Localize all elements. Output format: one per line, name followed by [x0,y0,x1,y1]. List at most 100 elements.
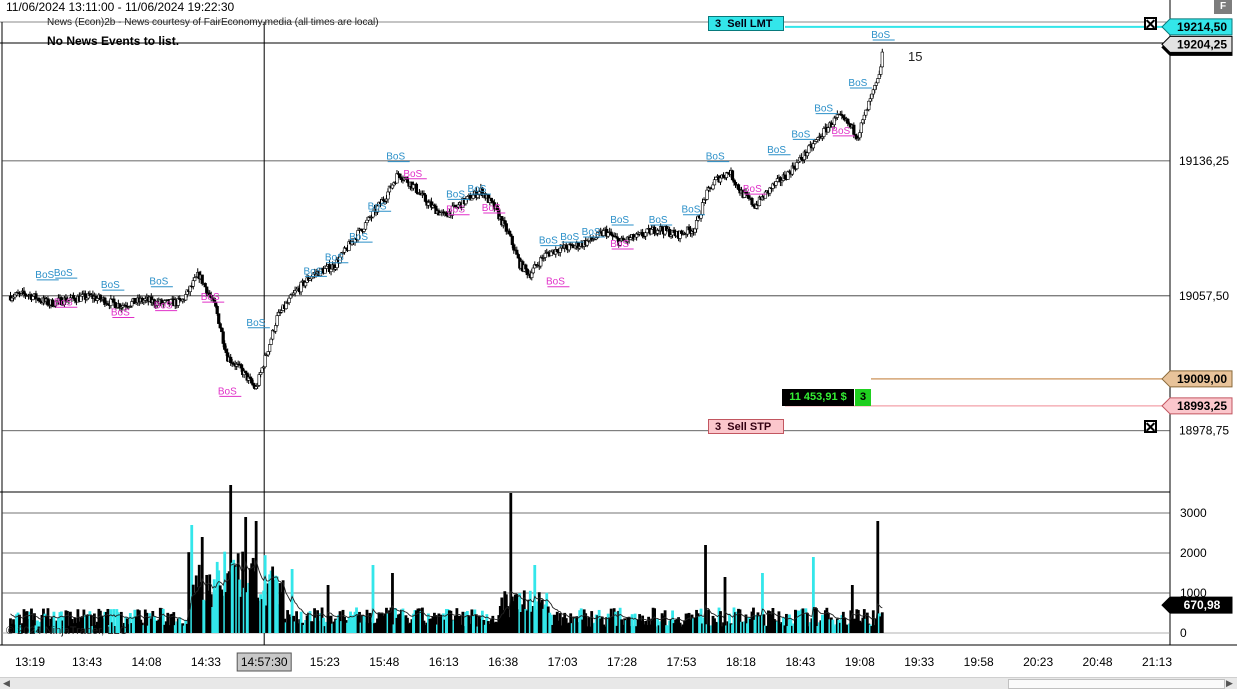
bos-label: BoS [767,145,786,156]
volume-bar [418,608,421,633]
volume-bar [680,626,683,633]
position-pnl[interactable]: 11 453,91 $ [782,389,854,406]
volume-bar [428,618,432,633]
volume-bar [383,613,387,633]
candle-body [284,302,288,310]
volume-bar [791,625,794,633]
sell-lmt-order-tag[interactable]: 3 Sell LMT [708,16,784,31]
copyright: © 2024 NinjaTrader, LLC [6,625,128,637]
volume-bar [128,613,132,633]
volume-bar [855,609,859,633]
volume-bar [777,611,781,633]
volume-bar [789,618,793,633]
volume-bar [719,611,722,633]
volume-bar [453,615,457,633]
volume-bar [450,619,454,633]
volume-bar [780,622,784,633]
volume-bar [151,611,155,633]
candle-body [524,264,528,270]
volume-bar [166,612,170,633]
volume-bar [609,608,613,633]
volume-bar [161,608,165,633]
sell-stp-order-tag[interactable]: 3 Sell STP [708,419,784,434]
candle-body [184,294,188,301]
candle-body [712,179,717,186]
volume-bar [217,570,221,633]
volume-bar [115,609,119,633]
bos-label: BoS [468,184,487,195]
close-order-icon[interactable] [1144,17,1157,30]
candle-body [858,132,862,139]
bos-label: BoS [610,239,629,250]
volume-tick-label: 2000 [1180,546,1207,560]
volume-bar [684,613,688,633]
volume-bar [531,605,535,633]
volume-bar [458,615,462,633]
volume-bar [389,607,393,633]
candle-body [694,220,699,230]
volume-bar [200,537,204,633]
volume-bar [419,611,423,633]
volume-bar [437,613,441,633]
volume-bar [444,608,448,633]
volume-bar [554,615,558,633]
candle-body [363,222,368,230]
volume-bar [101,618,105,633]
volume-bar [870,626,874,633]
volume-bar [802,614,806,633]
volume-bar [352,614,355,633]
candle-body [868,98,872,102]
candle-body [736,184,741,190]
volume-bar [675,619,679,633]
candle-body [859,122,863,133]
date-range: 11/06/2024 13:11:00 - 11/06/2024 19:22:3… [6,0,235,14]
volume-bar [322,617,325,633]
candle-body [750,198,754,205]
horizontal-scrollbar[interactable]: ◀ ▶ [0,677,1237,689]
f-button[interactable]: F [1214,0,1232,14]
bos-label: BoS [560,232,579,243]
candle-body [864,109,868,116]
volume-bar [587,617,591,633]
candle-body [471,194,475,199]
bos-label: BoS [218,386,237,397]
time-tick-label: 20:48 [1083,655,1113,669]
volume-bar [564,618,568,633]
candle-body [558,247,562,253]
position-qty[interactable]: 3 [855,389,871,406]
volume-bar [701,623,704,633]
volume-bar [590,611,594,633]
bos-label: BoS [871,30,890,41]
volume-bar [78,621,81,633]
volume-bar [107,625,111,633]
volume-bar [714,621,718,633]
volume-bar [359,622,363,633]
volume-bar [801,608,805,633]
candle-body [365,219,369,223]
volume-bar [563,612,567,633]
volume-bar [779,623,782,633]
position-price-tag-shape [1161,370,1233,388]
candle-body [516,254,520,259]
candle-body [841,115,845,119]
volume-bar [253,571,257,633]
scroll-left-icon[interactable]: ◀ [3,678,10,688]
volume-bar [28,611,32,633]
volume-bar [37,626,41,633]
scroll-right-icon[interactable]: ▶ [1226,678,1233,688]
volume-bar [578,610,582,633]
candle-body [250,378,254,384]
close-order-icon[interactable] [1144,420,1157,433]
volume-bar [507,617,511,633]
volume-bar [287,614,291,633]
volume-bar [175,621,179,633]
bos-label: BoS [349,232,368,243]
last-price-tag: 19204,25 [1177,37,1227,51]
volume-bar [205,574,209,633]
candle-body [530,272,534,278]
volume-bar [289,616,293,633]
volume-bar [83,614,87,633]
volume-bar [832,626,836,633]
